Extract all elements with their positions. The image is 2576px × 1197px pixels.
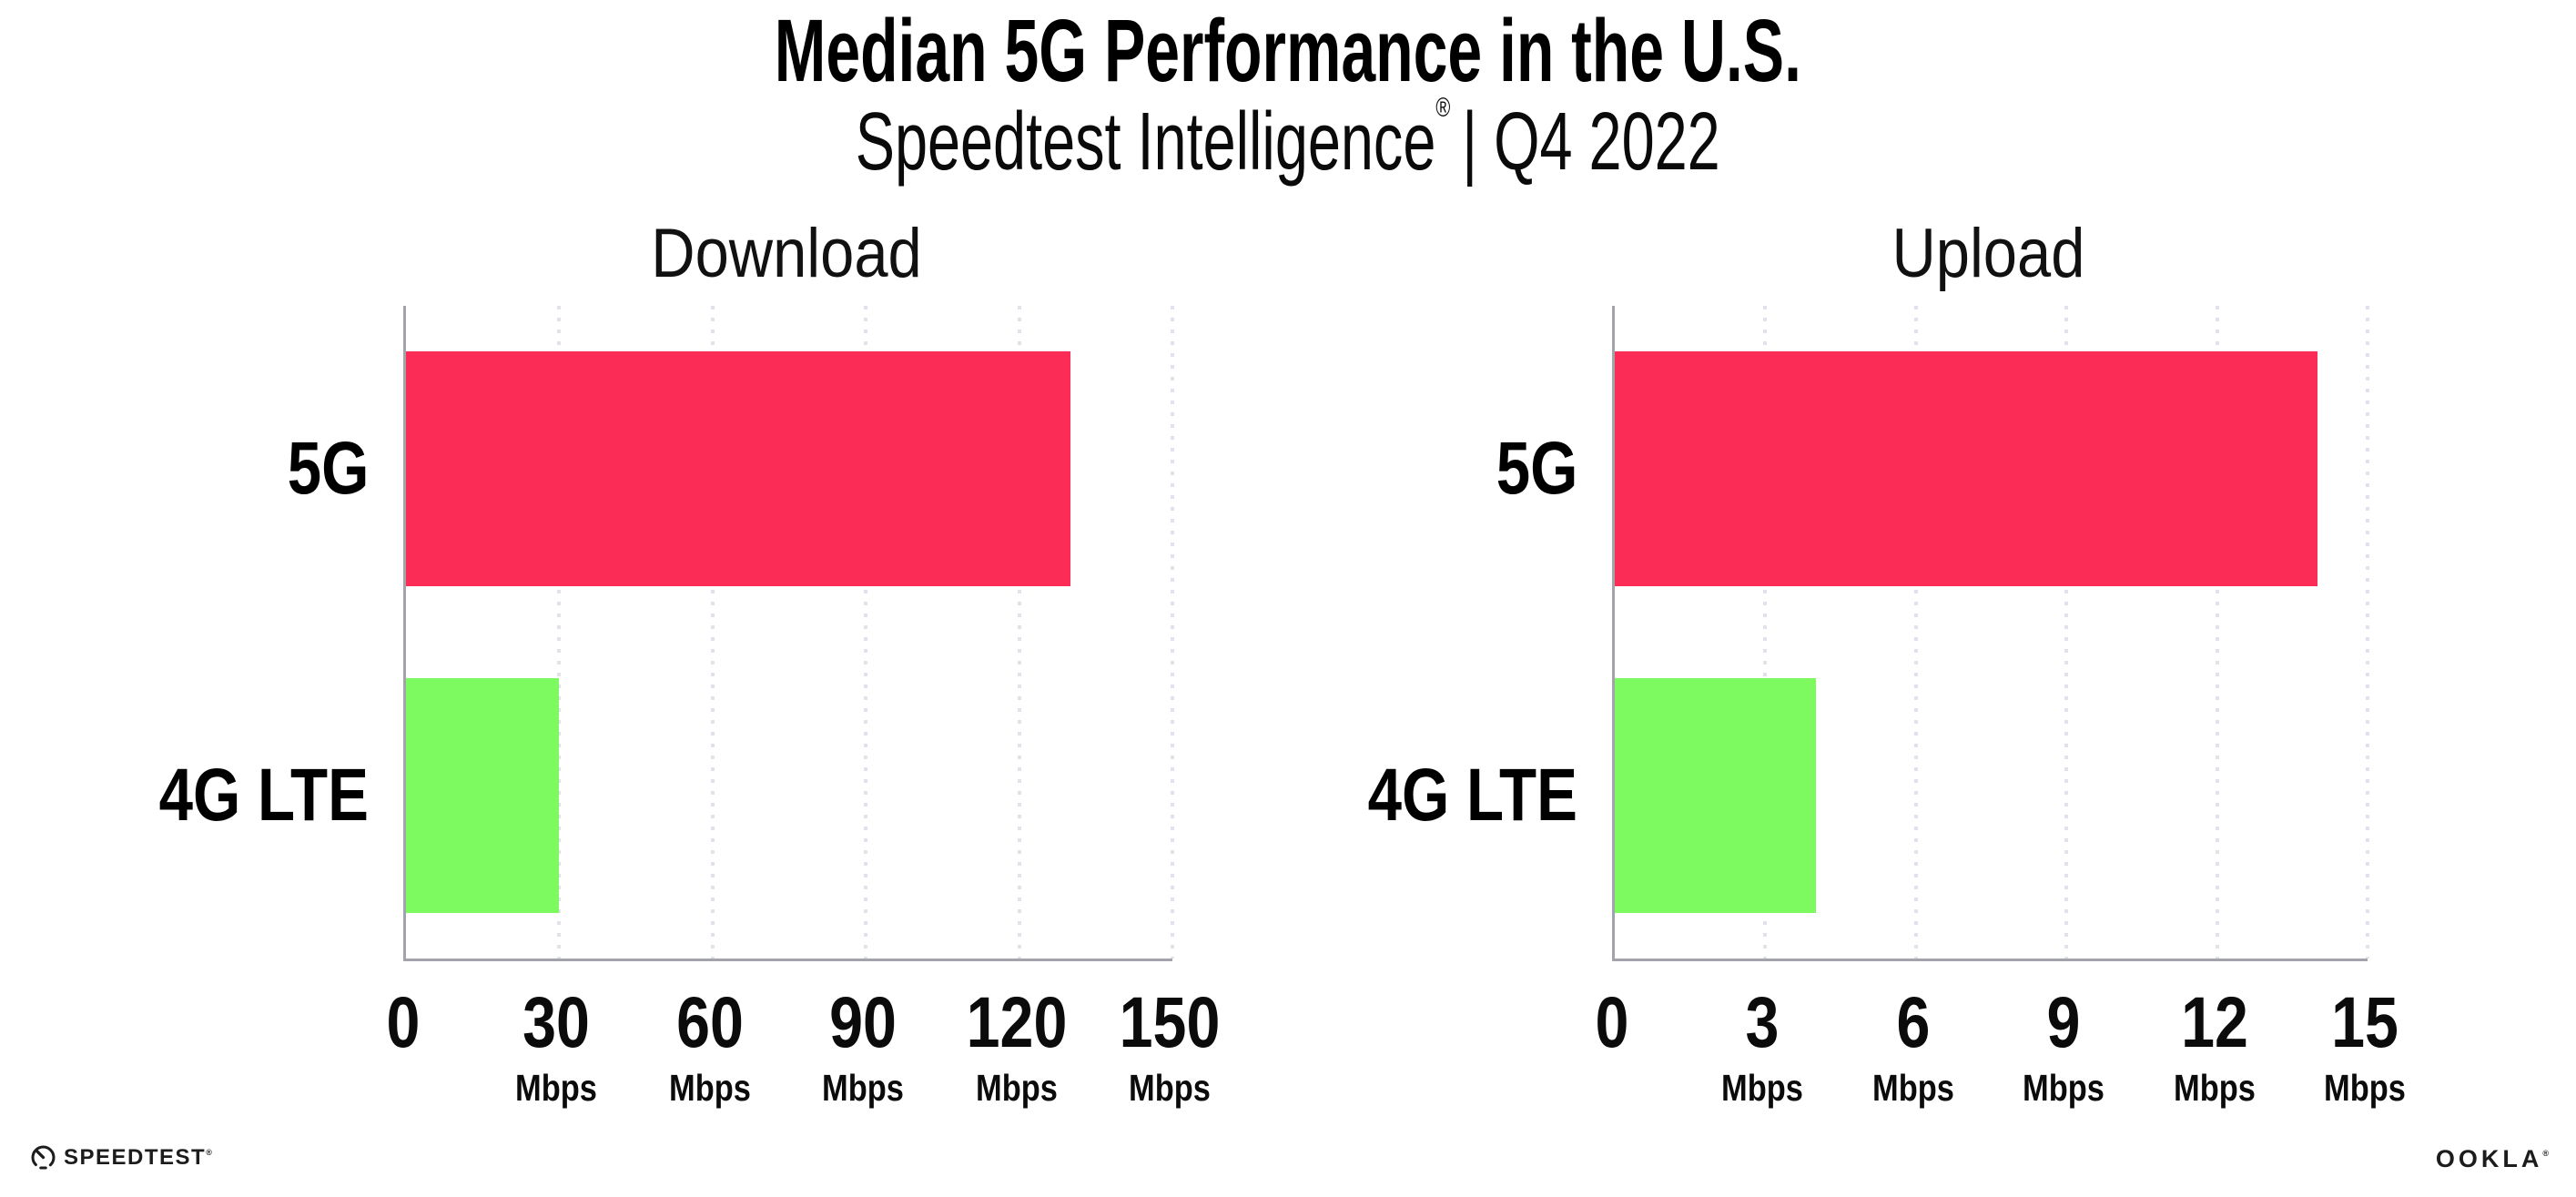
upload-gridline-9 [2064,306,2069,959]
upload-tick-unit-12: Mbps [2173,1067,2256,1109]
registered-mark: ® [1435,93,1451,123]
download-tick-value-60: 60 [675,981,744,1062]
upload-gridline-6 [1913,306,1918,959]
download-tick-value-120: 120 [966,981,1067,1062]
speedtest-gauge-icon [31,1145,56,1170]
upload-tick-unit-3: Mbps [1721,1067,1804,1109]
ookla-logo: OOKLA® [2436,1145,2549,1173]
upload-gridline-12 [2215,306,2219,959]
upload-category-label-4g-lte: 4G LTE [1367,754,1577,837]
speedtest-wordmark: SPEEDTEST® [64,1144,212,1170]
download-x-axis-ticks: 0 30 Mbps 60 Mbps 90 Mbps 120 Mbps 150 Mbps [387,959,1221,1113]
upload-tick-value-9: 9 [2046,981,2081,1062]
download-tick-unit-150: Mbps [1129,1067,1211,1109]
upload-bar-4g-lte [1615,678,1816,913]
download-chart-title: Download [651,215,922,292]
download-tick-value-150: 150 [1119,981,1221,1062]
upload-tick-unit-15: Mbps [2324,1067,2406,1109]
upload-x-axis-ticks: 0 3 Mbps 6 Mbps 9 Mbps 12 Mbps 15 Mbps [1596,959,2406,1113]
speedtest-registered-mark: ® [206,1147,212,1157]
upload-category-label-5g: 5G [1496,427,1577,510]
page-title-text: Median 5G Performance in the U.S. [774,1,1802,100]
upload-bar-5g [1615,351,2317,586]
download-tick-unit-120: Mbps [975,1067,1058,1109]
upload-chart-title: Upload [1891,215,2085,292]
subtitle-period: | Q4 2022 [1462,96,1720,188]
download-tick-value-0: 0 [386,981,421,1062]
download-gridline-120 [1017,306,1021,959]
upload-tick-value-0: 0 [1595,981,1629,1062]
speedtest-logo: SPEEDTEST® [30,1144,212,1171]
ookla-wordmark: OOKLA [2435,1145,2543,1172]
download-tick-unit-90: Mbps [822,1067,905,1109]
download-bar-4g-lte [406,678,560,913]
page-title: Median 5G Performance in the U.S. [0,5,2576,97]
download-tick-unit-30: Mbps [515,1067,598,1109]
upload-plot-area [1612,306,2369,961]
upload-gridline-15 [2366,306,2369,959]
download-category-label-4g-lte: 4G LTE [158,754,369,837]
download-gridline-150 [1171,306,1174,959]
download-gridline-90 [864,306,868,959]
download-tick-value-30: 30 [522,981,591,1062]
download-tick-unit-60: Mbps [668,1067,751,1109]
upload-tick-value-3: 3 [1745,981,1780,1062]
upload-gridline-3 [1763,306,1768,959]
download-gridline-60 [710,306,715,959]
upload-tick-unit-6: Mbps [1871,1067,1954,1109]
download-bar-5g [406,351,1070,586]
upload-tick-value-12: 12 [2180,981,2248,1062]
upload-tick-value-15: 15 [2331,981,2399,1062]
page-subtitle: Speedtest Intelligence® | Q4 2022 [0,94,2576,186]
download-tick-value-90: 90 [829,981,898,1062]
ookla-registered-mark: ® [2542,1149,2549,1158]
page-subtitle-text: Speedtest Intelligence® | Q4 2022 [856,93,1720,188]
download-gridline-30 [557,306,562,959]
upload-tick-value-6: 6 [1896,981,1931,1062]
download-plot-area [403,306,1174,961]
upload-tick-unit-9: Mbps [2023,1067,2105,1109]
download-category-label-5g: 5G [287,427,369,510]
